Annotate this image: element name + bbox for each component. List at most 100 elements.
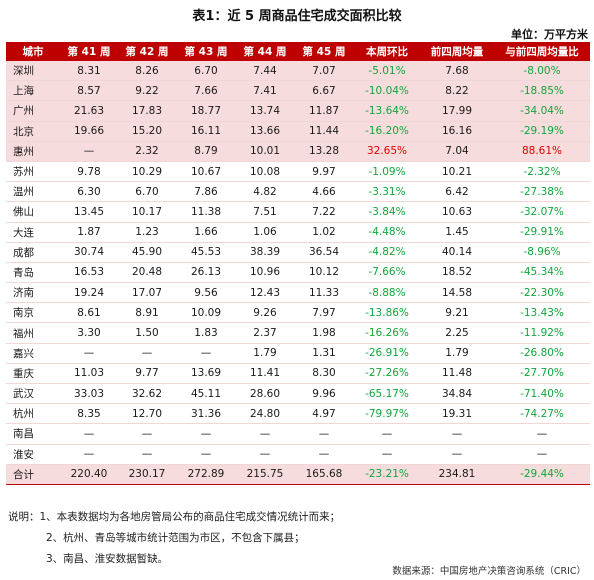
city-cell: 上海 [6,80,60,102]
value-cell-w45: 1.31 [294,343,354,364]
value-cell-avg4: 1.79 [420,343,494,364]
table-row: 广州 21.63 17.83 18.77 13.74 11.87 -13.64% 17.99-… [6,100,590,122]
value-cell-w45: 1.02 [294,222,354,243]
value-cell-w44: 38.39 [236,242,294,263]
value-cell-avg4: 9.21 [420,302,494,324]
value-cell-w41: 33.03 [60,383,118,405]
value-cell-w43: 9.56 [176,282,236,304]
city-cell: 武汉 [6,383,60,405]
table-row: 成都 30.74 45.90 45.53 38.39 36.54 -4.82% 40.14 -8… [6,242,590,263]
value-cell-avg4: 10.63 [420,201,494,223]
value-cell-w43: 45.11 [176,383,236,405]
table-row: 深圳 8.31 8.26 6.70 7.44 7.07 -5.01% 7.68 -8.00% [6,61,590,82]
value-cell-w42: 1.50 [118,322,176,344]
header-city: 城市 [6,42,60,61]
table-row: 温州 6.30 6.70 7.86 4.82 4.66 -3.31% 6.42 -27.38% [6,181,590,203]
value-cell-w42: 6.70 [118,181,176,203]
value-cell-wow: -16.20% [354,121,420,142]
value-cell-w44: 215.75 [236,463,294,485]
value-cell-vsavg: -11.92% [494,322,590,344]
value-cell-vsavg: 88.61% [494,140,590,162]
header-week-44: 第 44 周 [236,42,294,61]
value-cell-w41: 8.31 [60,61,118,82]
value-cell-w41: 8.35 [60,403,118,425]
table-row: 大连 1.87 1.23 1.66 1.06 1.02 -4.48% 1.45 -29.91% [6,222,590,243]
value-cell-w44: 10.01 [236,140,294,162]
value-cell-w45: 1.98 [294,322,354,344]
table-row: 福州 3.30 1.50 1.83 2.37 1.98 -16.26% 2.25 -11.92% [6,322,590,344]
value-cell-avg4: 17.99 [420,100,494,122]
value-cell-avg4: 234.81 [420,463,494,485]
value-cell-wow: -26.91% [354,343,420,364]
value-cell-w45: 8.30 [294,363,354,385]
city-cell: 济南 [6,282,60,304]
value-cell-w44: 10.08 [236,161,294,183]
header-week-42: 第 42 周 [118,42,176,61]
city-cell: 福州 [6,322,60,344]
value-cell-wow: -65.17% [354,383,420,405]
value-cell-w44: 4.82 [236,181,294,203]
value-cell-w45: 4.97 [294,403,354,425]
value-cell-w44: 13.66 [236,121,294,142]
value-cell-w42: 8.91 [118,302,176,324]
value-cell-w41: 220.40 [60,463,118,485]
header-week-41: 第 41 周 [60,42,118,61]
value-cell-vsavg: -13.43% [494,302,590,324]
value-cell-avg4: — [420,423,494,445]
header-four-week-avg: 前四周均量 [420,42,494,61]
header-week-over-week: 本周环比 [354,42,420,61]
value-cell-avg4: 7.04 [420,140,494,162]
value-cell-w42: 20.48 [118,262,176,284]
value-cell-w44: 1.06 [236,222,294,243]
city-cell: 成都 [6,242,60,263]
value-cell-vsavg: -45.34% [494,262,590,284]
value-cell-w45: 7.22 [294,201,354,223]
value-cell-w42: 9.22 [118,80,176,102]
city-cell: 重庆 [6,363,60,385]
value-cell-avg4: — [420,444,494,465]
value-cell-w44: 24.80 [236,403,294,425]
value-cell-w45: 7.07 [294,61,354,82]
value-cell-w41: 8.57 [60,80,118,102]
value-cell-w43: 11.38 [176,201,236,223]
value-cell-w45: 11.44 [294,121,354,142]
value-cell-w44: 9.26 [236,302,294,324]
value-cell-wow: -8.88% [354,282,420,304]
note-3: 3、南昌、淮安数据暂缺。 [46,553,169,565]
value-cell-wow: -23.21% [354,463,420,485]
note-2: 2、杭州、青岛等城市统计范围为市区，不包含下属县； [46,532,305,544]
value-cell-vsavg: -74.27% [494,403,590,425]
value-cell-w42: 8.26 [118,61,176,82]
value-cell-vsavg: -8.00% [494,61,590,82]
value-cell-avg4: 34.84 [420,383,494,405]
value-cell-wow: — [354,423,420,445]
value-cell-wow: -7.66% [354,262,420,284]
value-cell-w43: 10.67 [176,161,236,183]
value-cell-w43: — [176,343,236,364]
value-cell-w44: 7.41 [236,80,294,102]
city-cell: 广州 [6,100,60,122]
value-cell-w45: 13.28 [294,140,354,162]
value-cell-wow: -27.26% [354,363,420,385]
value-cell-avg4: 6.42 [420,181,494,203]
value-cell-w42: 12.70 [118,403,176,425]
value-cell-w43: 18.77 [176,100,236,122]
city-cell: 杭州 [6,403,60,425]
value-cell-w44: 2.37 [236,322,294,344]
value-cell-w41: — [60,423,118,445]
value-cell-w42: 17.07 [118,282,176,304]
value-cell-w41: 9.78 [60,161,118,183]
table-title: 表1：近 5 周商品住宅成交面积比较 [192,9,402,24]
value-cell-w41: 21.63 [60,100,118,122]
value-cell-w41: — [60,444,118,465]
city-cell: 深圳 [6,61,60,82]
value-cell-w44: — [236,444,294,465]
value-cell-wow: -3.31% [354,181,420,203]
city-cell: 嘉兴 [6,343,60,364]
value-cell-w44: 1.79 [236,343,294,364]
value-cell-vsavg: -18.85% [494,80,590,102]
table-row: 南昌 — — — — — — — — [6,423,590,445]
table-header-row: 城市 第 41 周 第 42 周 第 43 周 第 44 周 第 45 周 本周… [6,42,590,61]
table-row: 苏州 9.78 10.29 10.67 10.08 9.97 -1.09% 10.21 -2.3… [6,161,590,183]
value-cell-avg4: 18.52 [420,262,494,284]
